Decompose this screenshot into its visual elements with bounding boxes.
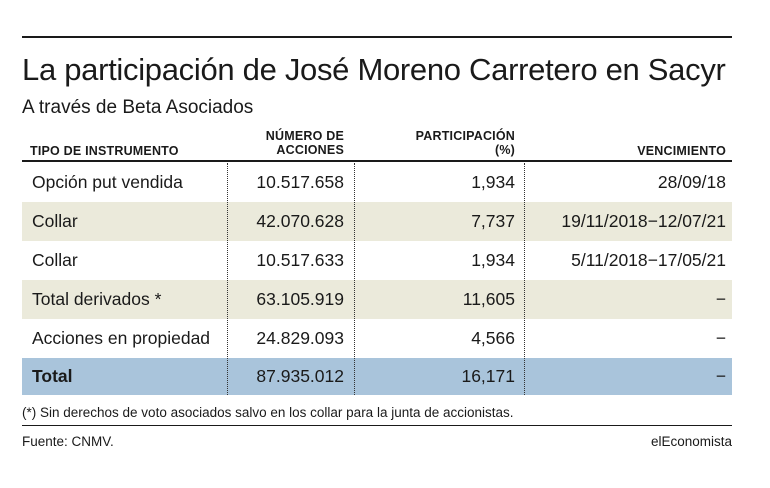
header-numero-line1: NÚMERO DE xyxy=(265,129,344,143)
header-participacion-line1: PARTICIPACIÓN xyxy=(415,129,515,143)
cell-tipo: Total xyxy=(32,366,73,386)
chart-subtitle: A través de Beta Asociados xyxy=(22,97,254,118)
cell-vencimiento: 19/11/2018−12/07/21 xyxy=(561,211,726,231)
cell-tipo: Opción put vendida xyxy=(32,172,183,192)
cell-tipo: Acciones en propiedad xyxy=(32,328,211,348)
brand-text: elEconomista xyxy=(650,434,732,449)
table-row: Collar 42.070.628 7,737 19/11/2018−12/07… xyxy=(22,202,732,241)
cell-participacion: 4,566 xyxy=(471,328,515,348)
cell-tipo: Total derivados * xyxy=(32,289,162,309)
chart-title: La participación de José Moreno Carreter… xyxy=(22,52,726,87)
header-vencimiento: VENCIMIENTO xyxy=(637,144,726,158)
column-divider xyxy=(524,163,525,395)
header-rule xyxy=(22,160,732,162)
cell-vencimiento: − xyxy=(715,366,726,386)
cell-participacion: 1,934 xyxy=(471,250,515,270)
cell-acciones: 87.935.012 xyxy=(256,366,344,386)
column-divider xyxy=(354,163,355,395)
cell-tipo: Collar xyxy=(32,250,78,270)
table-row: Opción put vendida 10.517.658 1,934 28/0… xyxy=(22,163,732,202)
table-body: Opción put vendida 10.517.658 1,934 28/0… xyxy=(22,163,732,395)
cell-acciones: 42.070.628 xyxy=(256,211,344,231)
cell-acciones: 10.517.658 xyxy=(256,172,344,192)
cell-vencimiento: − xyxy=(715,289,726,309)
cell-participacion: 16,171 xyxy=(461,366,515,386)
header-participacion: PARTICIPACIÓN (%) xyxy=(400,129,515,157)
header-numero-line2: ACCIONES xyxy=(276,143,344,157)
cell-participacion: 1,934 xyxy=(471,172,515,192)
cell-acciones: 63.105.919 xyxy=(256,289,344,309)
table-row: Total derivados * 63.105.919 11,605 − xyxy=(22,280,732,319)
cell-tipo: Collar xyxy=(32,211,78,231)
cell-participacion: 11,605 xyxy=(462,289,515,309)
header-tipo: TIPO DE INSTRUMENTO xyxy=(30,144,179,158)
cell-acciones: 10.517.633 xyxy=(256,250,344,270)
header-numero: NÚMERO DE ACCIONES xyxy=(236,129,344,157)
table-row: Collar 10.517.633 1,934 5/11/2018−17/05/… xyxy=(22,241,732,280)
cell-vencimiento: 28/09/18 xyxy=(657,172,726,192)
top-rule xyxy=(22,36,732,38)
table-row: Acciones en propiedad 24.829.093 4,566 − xyxy=(22,319,732,358)
table-row-total: Total 87.935.012 16,171 − xyxy=(22,358,732,395)
cell-participacion: 7,737 xyxy=(471,211,515,231)
cell-vencimiento: 5/11/2018−17/05/21 xyxy=(571,250,726,270)
cell-vencimiento: − xyxy=(715,328,726,348)
column-divider xyxy=(227,163,228,395)
footnote: (*) Sin derechos de voto asociados salvo… xyxy=(22,405,514,420)
footer-rule xyxy=(22,425,732,426)
header-participacion-line2: (%) xyxy=(494,143,515,157)
cell-acciones: 24.829.093 xyxy=(256,328,344,348)
source-text: Fuente: CNMV. xyxy=(22,434,114,449)
